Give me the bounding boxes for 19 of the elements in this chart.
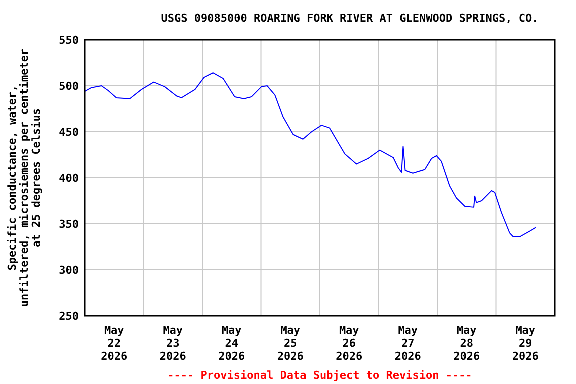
- line-series: [84, 72, 537, 238]
- x-tick-label: May 29 2026: [512, 324, 540, 363]
- x-tick-label: May 28 2026: [454, 324, 480, 363]
- y-tick-label: 550: [59, 34, 79, 47]
- y-tick-label: 250: [59, 310, 79, 323]
- y-tick-label: 300: [59, 264, 79, 277]
- text: ---- Provisional Data Subject to Revision ----: [168, 369, 472, 382]
- y-axis-title: Specific conductance, water, unfiltered, microsiemens per centimeter at 25 degrees Celsius: [6, 48, 43, 308]
- x-tick-label: May 24 2026: [218, 324, 246, 363]
- x-tick-label: May 23 2026: [160, 324, 187, 363]
- chart-title: USGS 09085000 ROARING FORK RIVER AT GLENWOOD SPRINGS, CO.: [161, 12, 539, 25]
- y-tick-label: 450: [59, 126, 79, 139]
- x-tick-label: May 22 2026: [101, 324, 128, 363]
- x-tick-label: May 27 2026: [394, 324, 422, 363]
- y-tick-label: 500: [59, 80, 79, 93]
- y-tick-label: 400: [59, 172, 79, 185]
- y-tick-label: 350: [59, 218, 79, 231]
- x-tick-label: May 26 2026: [336, 324, 363, 363]
- x-tick-label: May 25 2026: [277, 324, 304, 363]
